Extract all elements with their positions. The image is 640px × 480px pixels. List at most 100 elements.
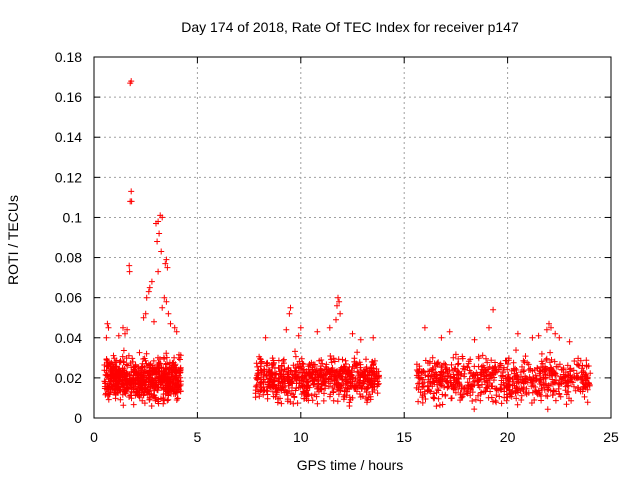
data-point: [296, 369, 303, 376]
data-point: [484, 385, 491, 392]
data-point: [175, 355, 182, 361]
data-point: [538, 350, 545, 357]
data-point: [451, 377, 458, 384]
data-point: [143, 294, 150, 301]
data-point: [501, 364, 507, 371]
data-point: [355, 372, 362, 379]
data-point: [467, 356, 474, 363]
data-point: [151, 369, 157, 376]
data-point: [498, 386, 505, 393]
data-point: [536, 370, 543, 377]
data-point: [485, 394, 492, 401]
data-point: [330, 355, 337, 362]
data-point: [146, 362, 153, 369]
data-point: [529, 379, 536, 386]
data-point: [142, 310, 149, 317]
data-point: [524, 359, 531, 366]
data-point: [473, 369, 480, 376]
data-point: [454, 361, 461, 368]
data-point: [483, 384, 490, 391]
data-point: [498, 377, 505, 384]
data-point: [415, 386, 422, 393]
data-point: [490, 306, 497, 313]
data-point: [115, 366, 122, 373]
data-point: [346, 403, 353, 409]
data-point: [357, 336, 364, 343]
data-point: [293, 380, 300, 387]
data-point: [587, 370, 594, 377]
data-point: [264, 388, 271, 395]
data-point: [504, 366, 511, 373]
data-point: [265, 381, 272, 388]
data-point: [467, 392, 474, 399]
data-point: [171, 324, 178, 331]
data-point: [356, 391, 363, 397]
data-point: [371, 380, 378, 387]
data-point: [153, 396, 159, 402]
y-tick-label: 0.12: [55, 169, 82, 185]
data-point: [525, 366, 532, 373]
data-point: [528, 400, 535, 406]
data-point: [161, 397, 168, 404]
data-point: [128, 384, 135, 391]
data-point: [436, 402, 443, 409]
data-point: [369, 383, 376, 390]
data-point: [105, 390, 112, 397]
data-point: [127, 360, 134, 367]
data-point: [301, 376, 308, 382]
data-point: [145, 288, 152, 295]
data-point: [562, 373, 569, 380]
data-point: [115, 332, 122, 339]
data-point: [534, 364, 541, 371]
data-point: [327, 353, 334, 359]
data-point: [275, 357, 282, 364]
data-point: [421, 388, 428, 395]
data-point: [156, 368, 163, 375]
data-point: [320, 376, 327, 383]
data-point: [463, 388, 470, 395]
data-point: [349, 394, 356, 401]
data-point: [316, 368, 323, 375]
data-point: [319, 372, 325, 379]
data-point: [427, 358, 433, 365]
data-point: [339, 356, 346, 363]
data-point: [321, 390, 327, 397]
data-point: [509, 375, 516, 382]
data-point: [257, 360, 264, 367]
data-point: [121, 372, 128, 379]
data-point: [286, 310, 293, 317]
data-point: [505, 371, 512, 378]
data-point: [297, 384, 304, 391]
data-point: [124, 378, 131, 385]
data-point: [549, 392, 556, 399]
data-point: [433, 403, 440, 410]
data-point: [455, 368, 462, 375]
data-point: [565, 383, 572, 389]
data-point: [479, 352, 486, 359]
data-point: [457, 397, 464, 404]
data-point: [484, 366, 491, 373]
data-point: [169, 369, 176, 376]
data-point: [363, 364, 370, 371]
data-point: [301, 395, 308, 402]
data-point: [143, 350, 150, 357]
data-point: [435, 359, 442, 366]
data-point: [357, 394, 364, 400]
data-point: [150, 368, 157, 375]
data-point: [562, 383, 569, 390]
data-point: [158, 248, 165, 255]
data-point: [443, 364, 450, 371]
data-point: [310, 380, 317, 387]
data-point: [151, 318, 157, 325]
data-point: [533, 377, 540, 384]
data-point: [438, 364, 445, 371]
data-point: [458, 383, 465, 389]
data-point: [359, 371, 366, 377]
data-point: [288, 379, 295, 385]
data-point: [290, 400, 297, 407]
data-point: [277, 372, 284, 379]
data-point: [336, 370, 343, 377]
data-point: [124, 385, 131, 392]
data-point: [445, 383, 452, 390]
data-point: [276, 368, 283, 375]
